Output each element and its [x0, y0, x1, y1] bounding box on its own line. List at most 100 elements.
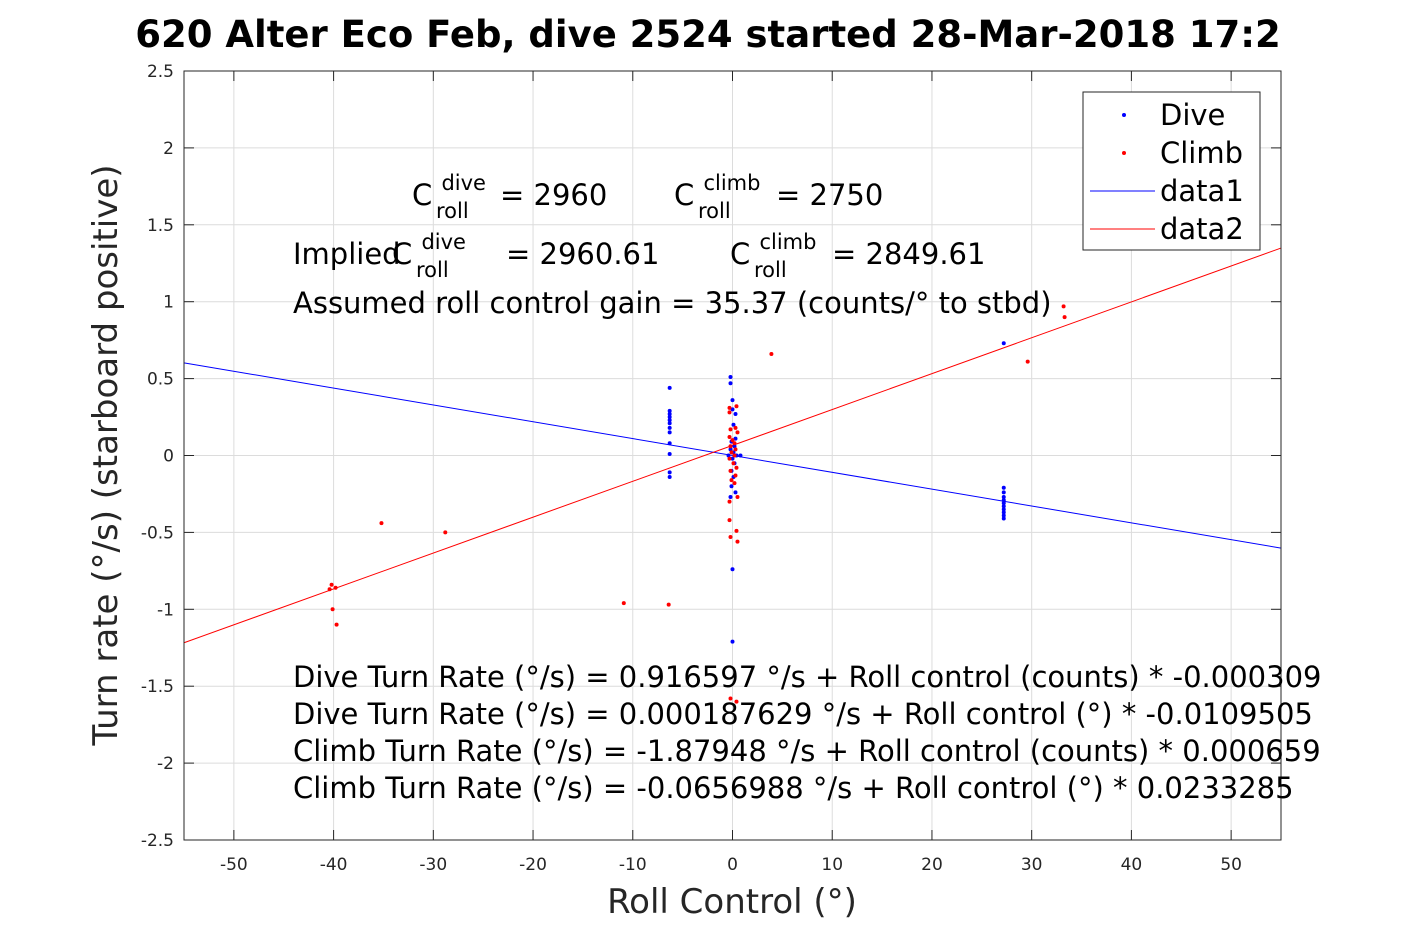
climb-point — [727, 456, 732, 461]
equation-4: Climb Turn Rate (°/s) = -0.0656988 °/s +… — [293, 771, 1294, 805]
climb-point — [732, 453, 737, 458]
climb-point — [727, 405, 732, 410]
climb-point — [1062, 315, 1067, 320]
gain-annotation: Assumed roll control gain = 35.37 (count… — [293, 286, 1052, 320]
x-tick-label: 10 — [821, 855, 843, 875]
dive-point — [1001, 504, 1006, 509]
dive-point — [733, 436, 738, 441]
dive-point — [1001, 507, 1006, 512]
dive-point — [738, 453, 743, 458]
c-roll-climb-sub: roll — [698, 199, 731, 223]
climb-point — [728, 535, 733, 540]
dive-point — [667, 430, 672, 435]
equation-2: Dive Turn Rate (°/s) = 0.000187629 °/s +… — [293, 697, 1313, 731]
dive-point — [730, 639, 735, 644]
climb-point — [734, 465, 739, 470]
dive-point — [667, 415, 672, 420]
chart-title: 620 Alter Eco Feb, dive 2524 started 28-… — [135, 13, 1280, 56]
climb-point — [333, 585, 338, 590]
dive-point — [667, 441, 672, 446]
climb-point — [733, 473, 738, 478]
y-axis-label: Turn rate (°/s) (starboard positive) — [86, 164, 126, 746]
dive-point — [667, 475, 672, 480]
climb-point — [334, 622, 339, 627]
dive-point — [729, 484, 734, 489]
dive-point — [1001, 498, 1006, 503]
dive-point — [1001, 485, 1006, 490]
dive-point — [728, 381, 733, 386]
climb-point — [732, 441, 737, 446]
dive-point — [667, 421, 672, 426]
y-tick-label: -2 — [157, 754, 174, 774]
legend-climb-label: Climb — [1160, 136, 1243, 170]
series-layer — [183, 247, 1282, 704]
dive-point — [667, 451, 672, 456]
legend-dive-marker — [1122, 113, 1126, 117]
axis-ticks: -50 -40 -30 -20 -10 0 10 20 30 40 50-2.5-2-1.5-1-0… — [141, 62, 1281, 875]
dive-point — [667, 408, 672, 413]
plot-frame — [183, 70, 1282, 841]
x-axis-label: Roll Control (°) — [607, 882, 857, 922]
climb-point — [621, 601, 626, 606]
y-tick-label: 2.5 — [147, 62, 174, 82]
legend-box — [1082, 91, 1261, 251]
climb-point — [729, 478, 734, 483]
climb-point — [330, 607, 335, 612]
climb-point — [728, 468, 733, 473]
climb-point — [731, 461, 736, 466]
y-tick-label: -1 — [157, 600, 174, 620]
climb-point — [733, 447, 738, 452]
legend-data2-label: data2 — [1160, 212, 1244, 246]
climb-point — [727, 518, 732, 523]
climb-point — [379, 521, 384, 526]
dive-point — [667, 425, 672, 430]
legend-dive-label: Dive — [1160, 98, 1225, 132]
y-tick-label: -1.5 — [141, 677, 174, 697]
implied-climb-sub: roll — [754, 258, 787, 282]
implied-prefix: Implied — [293, 237, 401, 271]
dive-point — [732, 444, 737, 449]
climb-point — [769, 351, 774, 356]
x-tick-label: 40 — [1121, 855, 1143, 875]
implied-dive-value: = 2960.61 — [506, 237, 659, 271]
y-tick-label: 1 — [163, 293, 174, 313]
dive-point — [730, 407, 735, 412]
x-tick-label: 0 — [727, 855, 738, 875]
legend-data1-label: data1 — [1160, 174, 1244, 208]
dive-point — [733, 411, 738, 416]
climb-point — [728, 696, 733, 701]
dive-point — [728, 495, 733, 500]
y-tick-label: 0 — [163, 447, 174, 467]
c-roll-dive-sub: roll — [436, 199, 469, 223]
legend: Dive Climb data1 data2 — [1082, 91, 1261, 251]
climb-point — [734, 404, 739, 409]
climb-point — [735, 495, 740, 500]
y-tick-label: -0.5 — [141, 523, 174, 543]
dive-point — [730, 456, 735, 461]
climb-point — [734, 528, 739, 533]
climb-point — [730, 438, 735, 443]
dive-point — [1001, 490, 1006, 495]
dive-point — [667, 385, 672, 390]
climb-point — [732, 481, 737, 486]
fit-line-data2 — [183, 247, 1282, 644]
dive-point — [728, 447, 733, 452]
x-tick-label: 20 — [921, 855, 943, 875]
x-tick-label: -10 — [619, 855, 647, 875]
equation-1: Dive Turn Rate (°/s) = 0.916597 °/s + Ro… — [293, 660, 1321, 694]
dive-point — [1001, 495, 1006, 500]
dive-point — [667, 418, 672, 423]
dive-point — [667, 411, 672, 416]
dive-point — [728, 375, 733, 380]
climb-point — [734, 699, 739, 704]
implied-climb-label: C climb — [730, 230, 816, 271]
dive-point — [1001, 513, 1006, 518]
dive-point — [733, 490, 738, 495]
dive-point — [730, 567, 735, 572]
climb-point — [729, 450, 734, 455]
dive-point — [731, 422, 736, 427]
climb-point — [733, 425, 738, 430]
c-roll-climb-value: = 2750 — [776, 178, 883, 212]
climb-point — [727, 435, 732, 440]
